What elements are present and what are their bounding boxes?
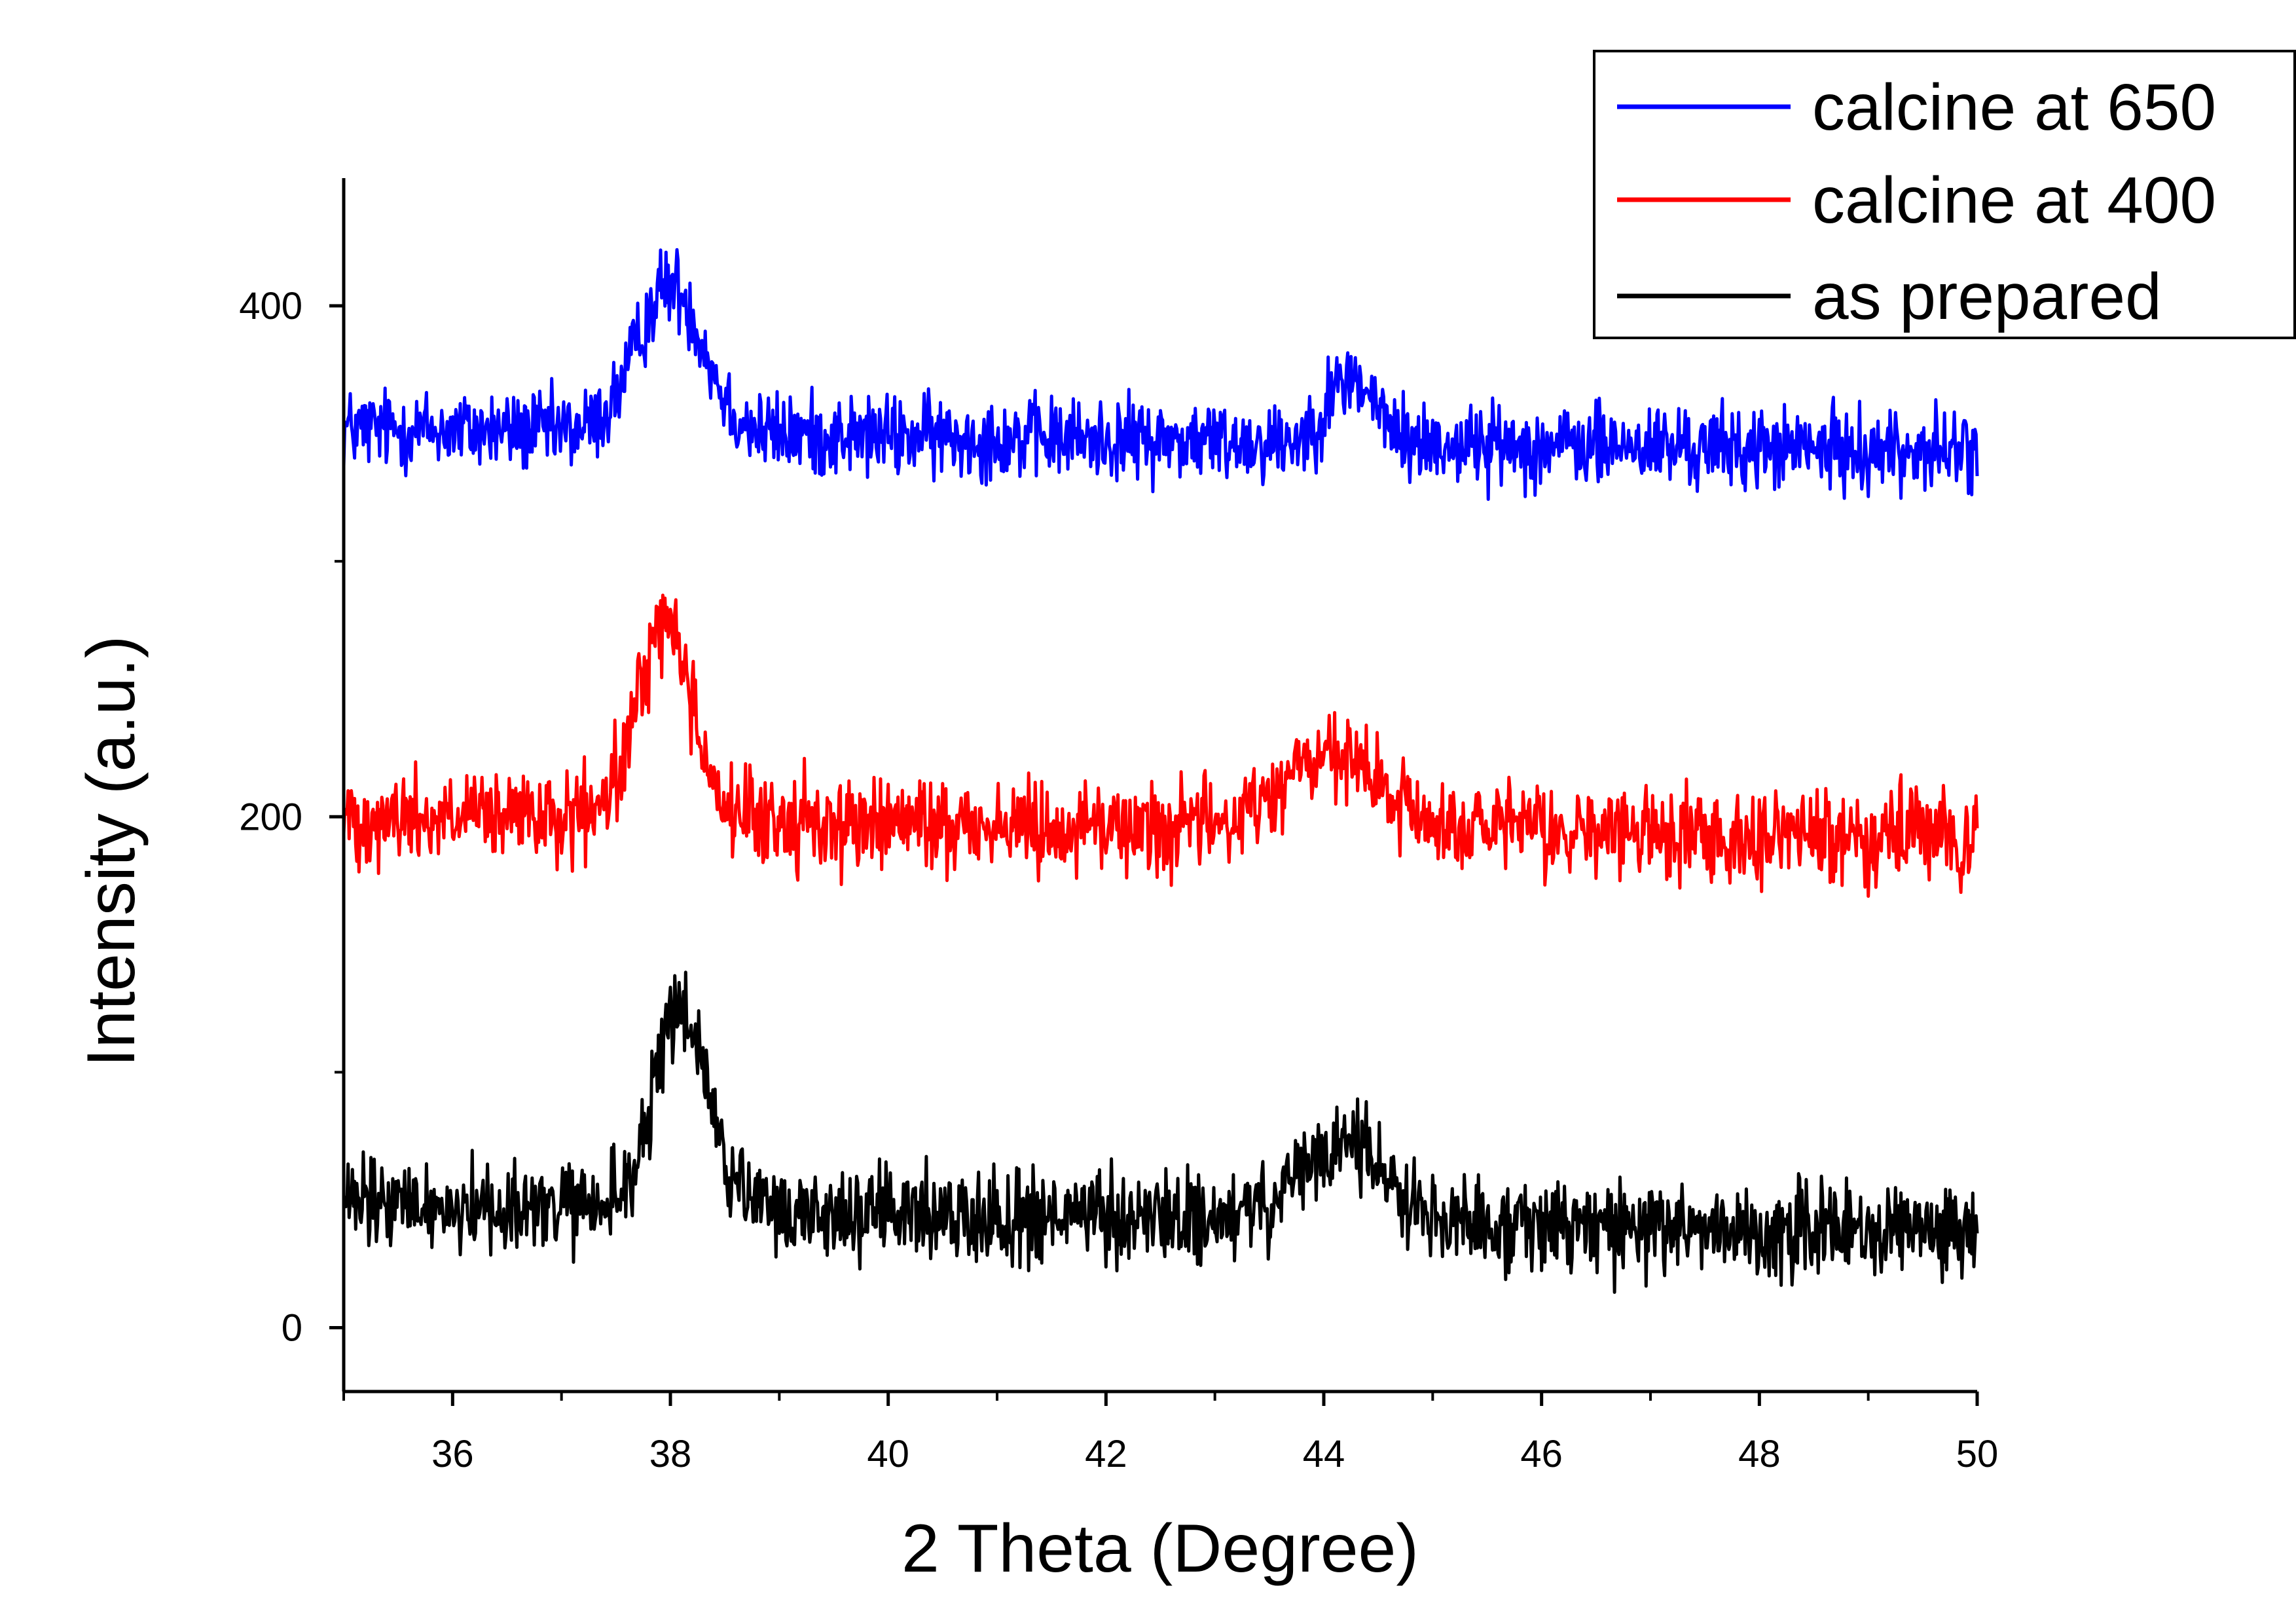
legend-label-as-prepared: as prepared — [1812, 260, 2162, 333]
y-axis-title: Intensity (a.u.) — [73, 636, 149, 1067]
series-line-as-prepared — [342, 970, 1979, 1294]
y-tick-label: 0 — [282, 1306, 302, 1349]
x-tick-label: 48 — [1738, 1433, 1781, 1475]
x-tick-label: 44 — [1303, 1433, 1345, 1475]
x-tick-label: 38 — [649, 1433, 692, 1475]
x-tick-label: 40 — [867, 1433, 909, 1475]
x-tick-label: 42 — [1085, 1433, 1127, 1475]
axes — [342, 178, 1977, 1393]
x-tick-label: 50 — [1956, 1433, 1999, 1475]
series-line-calcine-at-400 — [342, 593, 1979, 898]
legend-label-calcine-400: calcine at 400 — [1812, 164, 2216, 237]
x-axis-title: 2 Theta (Degree) — [902, 1511, 1419, 1587]
ticks: 36 38 40 42 44 46 48 50 0 200 400 — [239, 285, 1998, 1475]
legend: calcine at 650 calcine at 400 as prepare… — [1593, 50, 2296, 339]
series-line-calcine-at-650 — [342, 248, 1979, 501]
legend-label-calcine-650: calcine at 650 — [1812, 71, 2216, 144]
legend-box — [1593, 50, 2296, 339]
series-layer — [342, 248, 1979, 1294]
y-tick-label: 200 — [239, 796, 302, 838]
y-tick-label: 400 — [239, 285, 302, 327]
x-tick-label: 36 — [431, 1433, 474, 1475]
x-tick-label: 46 — [1520, 1433, 1563, 1475]
